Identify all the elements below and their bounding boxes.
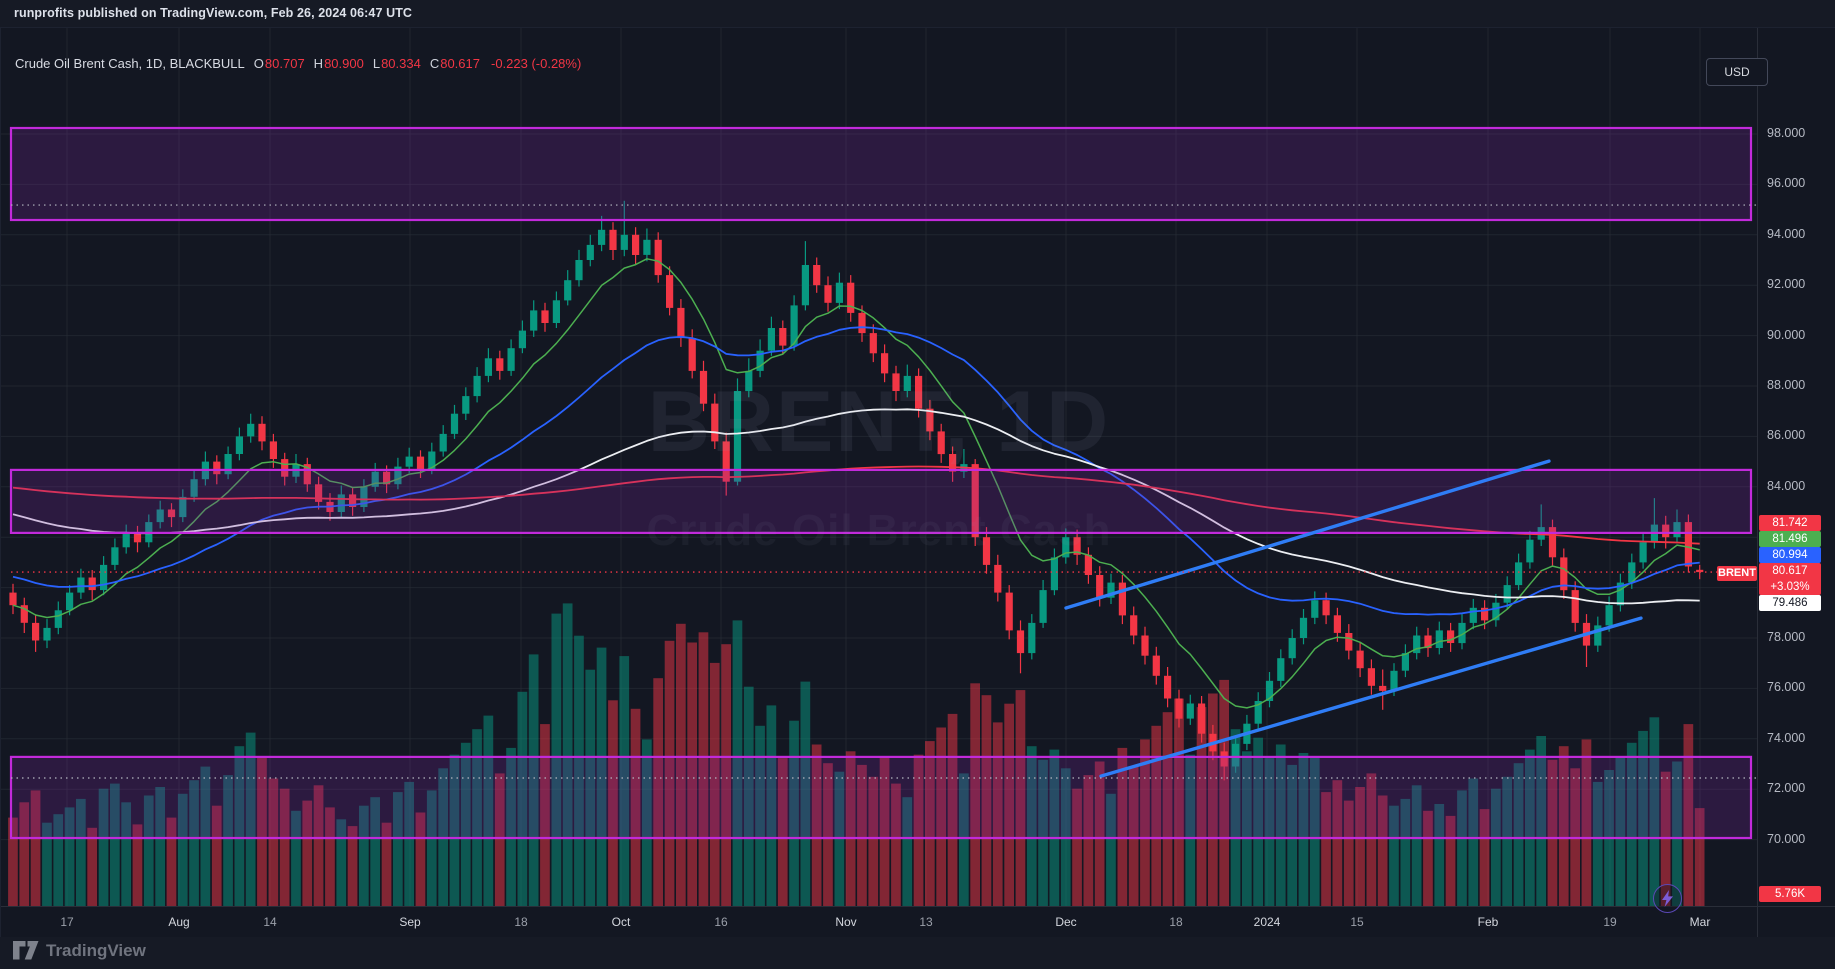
price-axis-label: 98.000 xyxy=(1767,126,1806,140)
publish-info-bar: runprofits published on TradingView.com,… xyxy=(0,0,1835,27)
time-axis-label: Nov xyxy=(835,915,857,929)
price-axis-label: 86.000 xyxy=(1767,428,1806,443)
time-axis-label: 18 xyxy=(1169,915,1183,929)
ma-fast-green-tag: 81.496 xyxy=(1759,531,1821,547)
high-value: 80.900 xyxy=(324,56,364,71)
time-axis-label: 16 xyxy=(714,915,728,929)
symbol-price-flag: BRENT xyxy=(1717,565,1757,581)
ma-white-tag: 79.486 xyxy=(1759,595,1821,611)
price-axis-label: 72.000 xyxy=(1767,781,1806,796)
tradingview-logo-icon xyxy=(13,941,39,960)
time-axis-label: 14 xyxy=(263,915,277,929)
open-value: 80.707 xyxy=(264,56,305,71)
price-axis-label: 92.000 xyxy=(1767,277,1806,292)
time-axis-label: Mar xyxy=(1689,915,1711,929)
price-axis-label: 84.000 xyxy=(1767,478,1806,493)
time-axis-label: 15 xyxy=(1350,915,1364,929)
chart-panel[interactable]: BRENT, 1D Crude Oil Brent Cash Crude Oil… xyxy=(0,27,1835,937)
price-axis-label: 70.000 xyxy=(1767,831,1806,846)
last-price-tag: 80.617 +3.03% xyxy=(1759,563,1821,595)
time-axis-label: 18 xyxy=(514,915,528,929)
tradingview-logo[interactable]: TradingView xyxy=(13,941,146,961)
price-axis-label: 74.000 xyxy=(1767,730,1806,745)
time-axis-label: Sep xyxy=(399,915,421,929)
chart-canvas[interactable] xyxy=(1,28,1834,936)
currency-toggle-button[interactable]: USD xyxy=(1706,58,1768,86)
price-axis-label: 76.000 xyxy=(1767,680,1806,695)
symbol-title[interactable]: Crude Oil Brent Cash, 1D, BLACKBULL xyxy=(15,56,245,71)
price-axis-label: 78.000 xyxy=(1767,630,1806,644)
time-axis-label: Oct xyxy=(611,915,631,929)
time-axis-label: Dec xyxy=(1055,915,1077,929)
close-value: 80.617 xyxy=(440,56,480,71)
open-label: O xyxy=(253,56,264,71)
price-axis-label: 96.000 xyxy=(1767,176,1806,191)
price-axis-label: 88.000 xyxy=(1767,378,1806,392)
ma-mid-blue-tag: 80.994 xyxy=(1759,547,1821,563)
time-axis-label: 2024 xyxy=(1253,915,1281,929)
price-axis[interactable]: 98.000 96.000 94.000 92.000 90.000 88.000 86.0… xyxy=(1757,28,1835,906)
volume-value-tag: 5.76K xyxy=(1759,886,1821,902)
low-label: L xyxy=(372,56,381,71)
quick-trade-button[interactable] xyxy=(1653,884,1682,913)
time-axis-label: Aug xyxy=(168,915,190,929)
time-axis-label: 13 xyxy=(919,915,933,929)
time-axis-label: 17 xyxy=(60,915,74,929)
time-axis-label: 19 xyxy=(1603,915,1617,929)
tradingview-logo-text: TradingView xyxy=(46,941,146,960)
footer-bar: TradingView xyxy=(0,935,1835,969)
axis-corner xyxy=(1757,906,1835,937)
time-axis-label: Feb xyxy=(1477,915,1499,929)
time-axis[interactable]: 17 Aug 14 Sep 18 Oct 16 Nov 13 Dec 18 2024 15 Feb 19 Ma… xyxy=(1,906,1757,937)
low-value: 80.334 xyxy=(381,56,421,71)
price-axis-label: 90.000 xyxy=(1767,327,1806,342)
symbol-header: Crude Oil Brent Cash, 1D, BLACKBULL O 80.… xyxy=(15,56,581,71)
close-label: C xyxy=(429,56,440,71)
lightning-icon xyxy=(1662,890,1673,907)
change-value: -0.223 (-0.28%) xyxy=(490,56,582,71)
ma-slow-red-tag: 81.742 xyxy=(1759,515,1821,531)
high-label: H xyxy=(313,56,324,71)
publish-info-text: runprofits published on TradingView.com,… xyxy=(14,6,413,20)
price-axis-label: 94.000 xyxy=(1767,226,1806,241)
